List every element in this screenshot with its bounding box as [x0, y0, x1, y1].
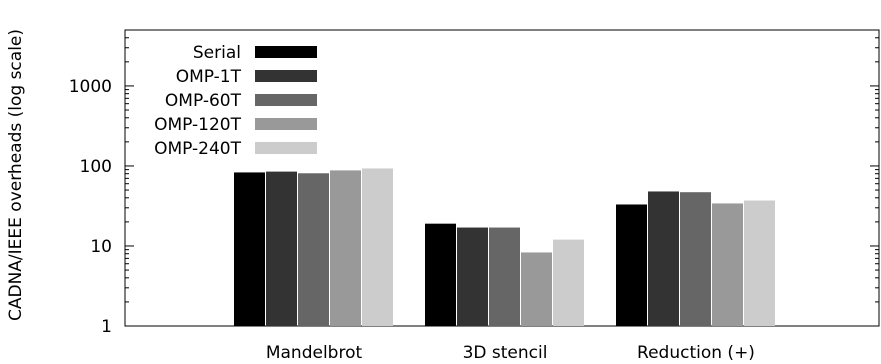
- legend-label: OMP-120T: [154, 115, 242, 135]
- legend-label: OMP-1T: [176, 67, 242, 87]
- legend-swatch: [255, 142, 317, 154]
- bar: [330, 170, 361, 326]
- y-tick-label: 1: [101, 317, 112, 337]
- bar: [489, 227, 520, 326]
- bar: [616, 204, 647, 326]
- y-tick-label: 100: [80, 157, 112, 177]
- bar: [298, 173, 329, 326]
- x-tick-label: 3D stencil: [463, 343, 548, 363]
- y-tick-label: 1000: [69, 77, 112, 97]
- legend-swatch: [255, 94, 317, 106]
- bar: [553, 239, 584, 326]
- legend-swatch: [255, 46, 317, 58]
- bar: [425, 223, 456, 326]
- y-axis-label: CADNA/IEEE overheads (log scale): [6, 29, 26, 321]
- bar: [521, 252, 552, 326]
- bar: [648, 191, 679, 326]
- legend-label: OMP-240T: [154, 139, 242, 159]
- y-tick-label: 10: [90, 237, 112, 257]
- legend-label: OMP-60T: [165, 91, 242, 111]
- bar: [680, 192, 711, 326]
- x-tick-label: Reduction (+): [637, 343, 755, 363]
- bar: [266, 171, 297, 326]
- legend: Serial OMP-1T OMP-60T OMP-120T OMP-240T: [154, 43, 317, 159]
- y-axis: 1 10 100 1000: [69, 37, 879, 337]
- legend-label: Serial: [193, 43, 241, 63]
- bar: [362, 168, 393, 326]
- legend-swatch: [255, 118, 317, 130]
- x-tick-label: Mandelbrot: [266, 343, 363, 363]
- bar: [234, 172, 265, 326]
- bar: [744, 200, 775, 326]
- x-axis: Mandelbrot 3D stencil Reduction (+): [266, 343, 755, 363]
- bar: [457, 227, 488, 326]
- bar: [712, 203, 743, 326]
- bars: [234, 168, 775, 326]
- legend-swatch: [255, 70, 317, 82]
